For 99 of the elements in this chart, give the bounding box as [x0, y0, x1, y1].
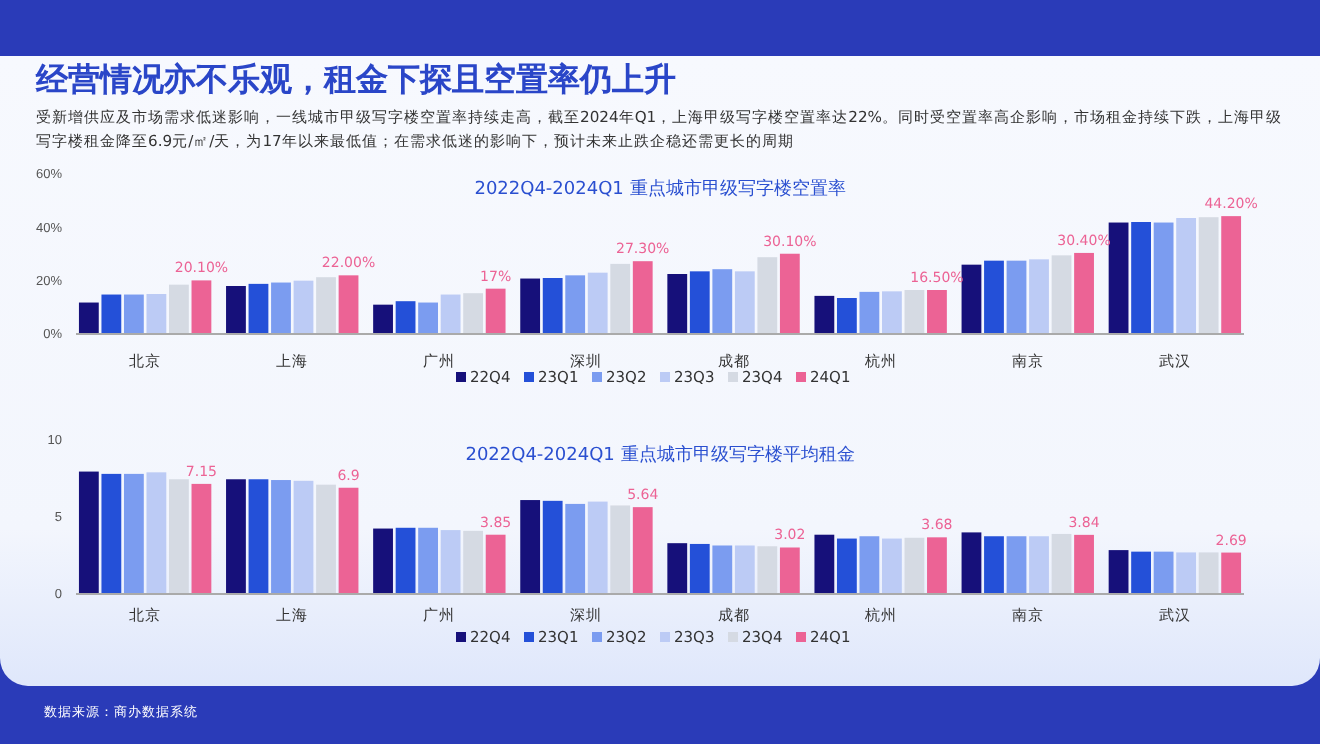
bar	[463, 293, 484, 334]
bar	[859, 291, 880, 334]
chart-title: 2022Q4-2024Q1 重点城市甲级写字楼空置率	[474, 178, 846, 200]
chart-title: 2022Q4-2024Q1 重点城市甲级写字楼平均租金	[465, 444, 855, 466]
bar	[485, 288, 506, 334]
bar	[440, 530, 461, 594]
bar	[78, 471, 99, 594]
bar	[271, 282, 291, 334]
bar	[146, 294, 167, 334]
bar	[520, 500, 541, 594]
bar	[667, 543, 688, 594]
bar	[1176, 218, 1197, 334]
bar	[961, 264, 982, 334]
bar	[814, 295, 835, 334]
bar	[859, 536, 880, 594]
bar	[1198, 217, 1219, 334]
bar	[1108, 222, 1129, 334]
bar	[757, 546, 778, 594]
bar	[1074, 534, 1094, 594]
bar	[587, 272, 608, 334]
bar	[271, 480, 291, 594]
bar	[1074, 252, 1094, 334]
bar	[1108, 550, 1129, 594]
bar	[961, 532, 982, 594]
bar	[440, 294, 461, 334]
bar	[984, 536, 1004, 594]
bar	[814, 534, 835, 594]
bar	[984, 260, 1004, 334]
bar	[632, 261, 653, 334]
bar	[226, 479, 246, 594]
bar	[565, 275, 586, 334]
bar	[248, 479, 269, 594]
bar	[610, 505, 631, 594]
bar	[1221, 216, 1242, 334]
bar	[542, 278, 563, 334]
bar	[373, 528, 393, 594]
bar	[293, 480, 314, 594]
bar	[1131, 551, 1151, 594]
bar	[226, 286, 246, 334]
bar	[712, 269, 733, 334]
bar	[1006, 536, 1027, 594]
bar	[734, 545, 755, 594]
bar	[169, 479, 189, 594]
bar	[316, 277, 336, 334]
bar	[101, 473, 122, 594]
bar	[485, 534, 506, 594]
bar	[587, 501, 608, 594]
bar	[1131, 222, 1151, 334]
bar	[904, 290, 925, 334]
bar	[316, 484, 336, 594]
bar	[169, 284, 189, 334]
bar	[146, 472, 167, 594]
bar	[1051, 533, 1072, 594]
bar	[395, 301, 416, 334]
bar	[373, 304, 393, 334]
bar	[248, 283, 269, 334]
bar	[418, 527, 438, 594]
bar	[836, 538, 857, 594]
bar	[191, 280, 212, 334]
bar	[542, 500, 563, 594]
bar	[836, 298, 857, 334]
text: 经营情况亦不乐观，租金下探且空置率仍上升	[36, 60, 676, 102]
bar	[1029, 259, 1049, 334]
bar	[101, 294, 122, 334]
bar	[1198, 552, 1219, 594]
bar	[1153, 551, 1174, 594]
bar	[757, 257, 778, 334]
bar	[610, 263, 631, 334]
bar	[1153, 222, 1174, 334]
bar	[667, 274, 688, 334]
bar	[123, 294, 144, 334]
bar	[689, 271, 710, 334]
bar	[904, 537, 925, 594]
bar	[338, 487, 359, 594]
bar	[191, 483, 212, 594]
bar	[882, 538, 902, 594]
bar	[293, 280, 314, 334]
bar	[712, 545, 733, 594]
bar	[1006, 260, 1027, 334]
bar	[632, 507, 653, 594]
bar	[1051, 255, 1072, 334]
bar	[1176, 552, 1197, 594]
bar	[338, 275, 359, 334]
bar	[418, 302, 438, 334]
bar	[927, 537, 947, 594]
bar	[1221, 552, 1242, 594]
bar	[78, 302, 99, 334]
bar	[1029, 536, 1049, 594]
bar	[123, 473, 144, 594]
bar	[520, 278, 541, 334]
bar	[779, 253, 800, 334]
bar	[395, 527, 416, 594]
bar	[689, 543, 710, 594]
bar	[927, 290, 947, 334]
bar	[565, 503, 586, 594]
bar	[882, 291, 902, 334]
bar	[734, 271, 755, 334]
bar	[779, 547, 800, 594]
bar	[463, 530, 484, 594]
